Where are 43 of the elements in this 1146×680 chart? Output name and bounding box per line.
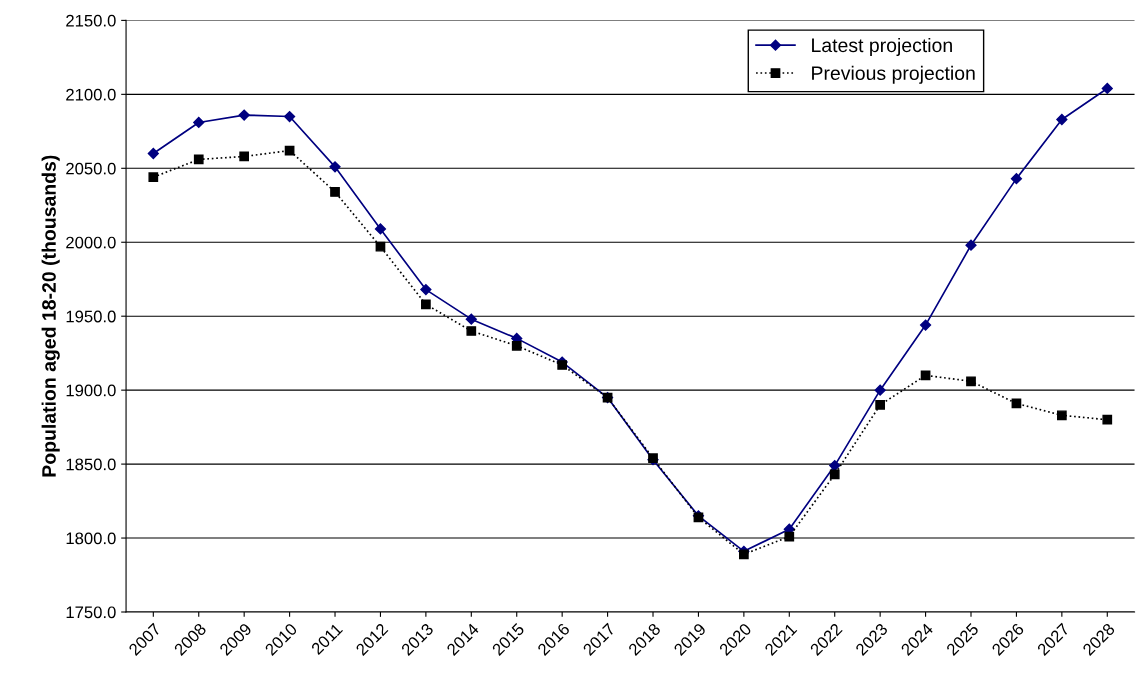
point <box>421 299 431 310</box>
point <box>965 239 977 251</box>
point <box>193 116 205 129</box>
legend-label: Latest projection <box>812 37 952 57</box>
y-tick-label: 2000.0 <box>66 236 116 249</box>
point <box>329 161 341 173</box>
legend-label: Previous projection <box>812 65 975 84</box>
y-tick-label: 2100.0 <box>66 88 116 101</box>
point <box>1056 410 1067 421</box>
point <box>238 109 250 121</box>
y-tick-label: 2050.0 <box>66 162 116 175</box>
y-tick-label: 1950.0 <box>66 310 116 323</box>
point <box>283 110 296 123</box>
point <box>239 151 250 162</box>
point <box>420 283 432 296</box>
point <box>557 360 568 370</box>
point <box>511 340 522 351</box>
point <box>920 370 931 381</box>
point <box>148 172 159 183</box>
point <box>739 549 749 560</box>
y-tick-label: 1750.0 <box>66 606 116 619</box>
point <box>1056 113 1068 126</box>
point <box>193 154 204 165</box>
point <box>875 400 886 410</box>
point <box>1010 173 1023 185</box>
y-tick-label: 1800.0 <box>66 532 116 545</box>
point <box>966 376 976 387</box>
point <box>466 326 477 336</box>
point <box>1101 82 1113 95</box>
y-tick-label: 2150.0 <box>66 14 116 27</box>
y-axis-title: Population aged 18-20 (thousands) <box>41 155 60 477</box>
point <box>465 313 477 325</box>
point <box>874 384 886 396</box>
y-tick-label: 1850.0 <box>66 458 116 471</box>
point <box>330 187 340 197</box>
point <box>374 223 387 235</box>
point <box>829 469 840 480</box>
point <box>147 147 159 160</box>
point <box>1102 414 1113 425</box>
point <box>784 531 795 542</box>
y-tick-label: 1900.0 <box>66 384 116 397</box>
point <box>375 241 386 252</box>
point <box>919 319 932 331</box>
